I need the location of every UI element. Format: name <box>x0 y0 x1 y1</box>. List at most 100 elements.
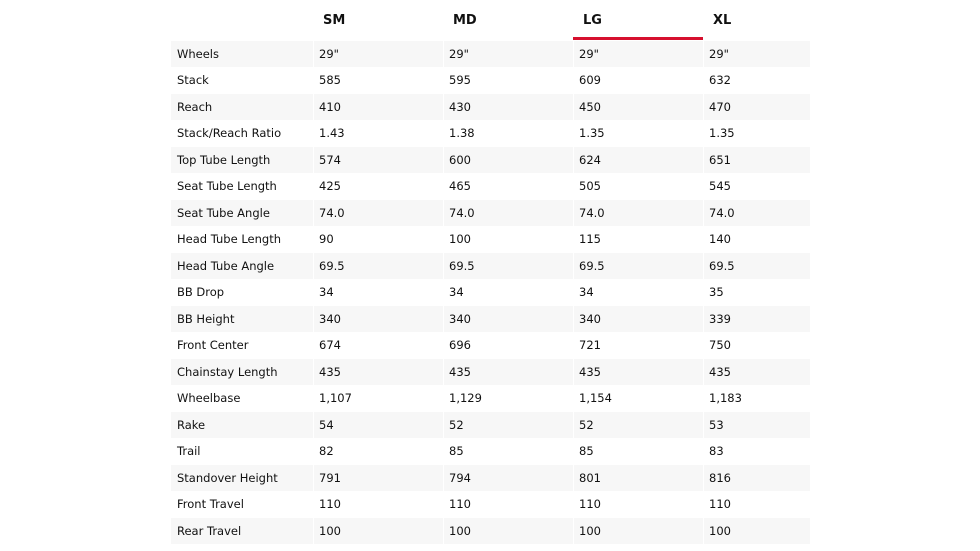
cell-value: 470 <box>709 99 731 114</box>
row-label: Seat Tube Angle <box>177 205 270 220</box>
cell-value: 52 <box>579 417 594 432</box>
cell-value: 69.5 <box>709 258 735 273</box>
cell-value: 52 <box>449 417 464 432</box>
cell-value: 74.0 <box>319 205 345 220</box>
cell-value: 632 <box>709 73 731 87</box>
row-label: Rake <box>177 417 206 432</box>
column-header: LG <box>583 13 602 28</box>
column-divider <box>703 40 704 551</box>
row-label: Head Tube Length <box>177 232 281 246</box>
cell-value: 435 <box>319 364 341 379</box>
cell-value: 54 <box>319 417 334 432</box>
cell-value: 100 <box>709 523 731 538</box>
row-label: Wheelbase <box>177 391 241 405</box>
cell-value: 1.43 <box>319 126 345 140</box>
cell-value: 85 <box>579 444 594 458</box>
column-header: MD <box>453 13 477 28</box>
row-label: Top Tube Length <box>177 152 271 167</box>
cell-value: 816 <box>709 470 731 485</box>
cell-value: 1,183 <box>709 391 742 405</box>
row-label: Wheels <box>177 46 219 61</box>
cell-value: 609 <box>579 73 601 87</box>
cell-value: 651 <box>709 152 731 167</box>
cell-value: 110 <box>319 497 341 511</box>
cell-value: 721 <box>579 338 601 352</box>
cell-value: 696 <box>449 338 471 352</box>
cell-value: 34 <box>579 285 594 299</box>
cell-value: 83 <box>709 444 724 458</box>
cell-value: 69.5 <box>449 258 475 273</box>
selected-size-underline <box>573 37 703 40</box>
cell-value: 585 <box>319 73 341 87</box>
cell-value: 82 <box>319 444 334 458</box>
cell-value: 340 <box>449 311 471 326</box>
cell-value: 100 <box>449 232 471 246</box>
cell-value: 1.38 <box>449 126 475 140</box>
cell-value: 674 <box>319 338 341 352</box>
cell-value: 750 <box>709 338 731 352</box>
row-label: BB Height <box>177 311 235 326</box>
cell-value: 90 <box>319 232 334 246</box>
cell-value: 69.5 <box>579 258 605 273</box>
cell-value: 505 <box>579 179 601 193</box>
cell-value: 100 <box>449 523 471 538</box>
cell-value: 794 <box>449 470 471 485</box>
cell-value: 29" <box>579 46 599 61</box>
cell-value: 624 <box>579 152 601 167</box>
cell-value: 450 <box>579 99 601 114</box>
cell-value: 545 <box>709 179 731 193</box>
cell-value: 110 <box>709 497 731 511</box>
cell-value: 340 <box>319 311 341 326</box>
cell-value: 74.0 <box>449 205 475 220</box>
cell-value: 115 <box>579 232 601 246</box>
cell-value: 600 <box>449 152 471 167</box>
cell-value: 425 <box>319 179 341 193</box>
cell-value: 339 <box>709 311 731 326</box>
cell-value: 465 <box>449 179 471 193</box>
cell-value: 574 <box>319 152 341 167</box>
cell-value: 1.35 <box>709 126 735 140</box>
cell-value: 791 <box>319 470 341 485</box>
column-divider <box>443 40 444 551</box>
cell-value: 85 <box>449 444 464 458</box>
cell-value: 110 <box>579 497 601 511</box>
cell-value: 410 <box>319 99 341 114</box>
row-label: Rear Travel <box>177 523 242 538</box>
cell-value: 1.35 <box>579 126 605 140</box>
cell-value: 435 <box>709 364 731 379</box>
cell-value: 801 <box>579 470 601 485</box>
cell-value: 1,154 <box>579 391 612 405</box>
row-label: Stack <box>177 73 209 87</box>
row-label: Stack/Reach Ratio <box>177 126 282 140</box>
cell-value: 74.0 <box>709 205 735 220</box>
cell-value: 74.0 <box>579 205 605 220</box>
row-label: Front Travel <box>177 497 244 511</box>
column-header: XL <box>713 13 732 28</box>
row-label: Head Tube Angle <box>177 258 275 273</box>
cell-value: 1,129 <box>449 391 482 405</box>
cell-value: 34 <box>319 285 334 299</box>
cell-value: 1,107 <box>319 391 352 405</box>
cell-value: 69.5 <box>319 258 345 273</box>
cell-value: 29" <box>449 46 469 61</box>
row-label: Seat Tube Length <box>177 179 277 193</box>
cell-value: 435 <box>579 364 601 379</box>
cell-value: 340 <box>579 311 601 326</box>
column-divider <box>313 40 314 551</box>
cell-value: 35 <box>709 285 724 299</box>
cell-value: 435 <box>449 364 471 379</box>
cell-value: 34 <box>449 285 464 299</box>
row-label: Reach <box>177 99 213 114</box>
row-label: Chainstay Length <box>177 364 278 379</box>
cell-value: 100 <box>319 523 341 538</box>
cell-value: 595 <box>449 73 471 87</box>
cell-value: 430 <box>449 99 471 114</box>
cell-value: 110 <box>449 497 471 511</box>
column-header: SM <box>323 13 346 28</box>
cell-value: 100 <box>579 523 601 538</box>
cell-value: 53 <box>709 417 724 432</box>
row-label: Front Center <box>177 338 249 352</box>
row-label: Standover Height <box>177 470 278 485</box>
cell-value: 140 <box>709 232 731 246</box>
